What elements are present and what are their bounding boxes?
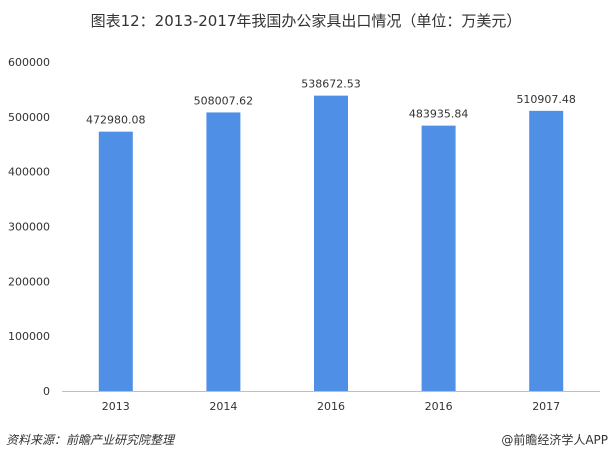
bar-value-label: 538672.53 <box>301 78 361 91</box>
y-tick-label: 200000 <box>8 275 50 288</box>
y-tick-label: 500000 <box>8 111 50 124</box>
y-tick-label: 100000 <box>8 330 50 343</box>
bar <box>314 95 348 391</box>
x-tick-label: 2016 <box>425 400 453 413</box>
y-tick-label: 0 <box>43 385 50 398</box>
y-tick-label: 600000 <box>8 56 50 69</box>
bar <box>206 112 241 391</box>
data-labels: 472980.08 508007.62 538672.53 483935.84 5109… <box>86 78 576 127</box>
x-tick-label: 2014 <box>209 400 237 413</box>
bar <box>529 110 564 391</box>
bar-value-label: 510907.48 <box>516 93 576 106</box>
y-tick-label: 400000 <box>8 166 50 179</box>
credit-note: @前瞻经济学人APP <box>501 433 608 447</box>
chart-title: 图表12：2013-2017年我国办公家具出口情况（单位：万美元） <box>90 12 522 30</box>
y-tick-label: 300000 <box>8 221 50 234</box>
x-tick-label: 2016 <box>317 400 345 413</box>
bar-series <box>98 95 564 391</box>
source-note: 资料来源：前瞻产业研究院整理 <box>6 433 175 447</box>
bar <box>421 125 456 391</box>
bar-value-label: 483935.84 <box>409 108 469 121</box>
bar-value-label: 472980.08 <box>86 114 146 127</box>
x-tick-label: 2017 <box>532 400 560 413</box>
x-axis-ticks: 2013 2014 2016 2016 2017 <box>102 400 560 413</box>
x-tick-label: 2013 <box>102 400 130 413</box>
y-axis-ticks: 0 100000 200000 300000 400000 500000 600000 <box>8 56 50 398</box>
bar-value-label: 508007.62 <box>194 94 254 107</box>
bar <box>98 131 133 391</box>
